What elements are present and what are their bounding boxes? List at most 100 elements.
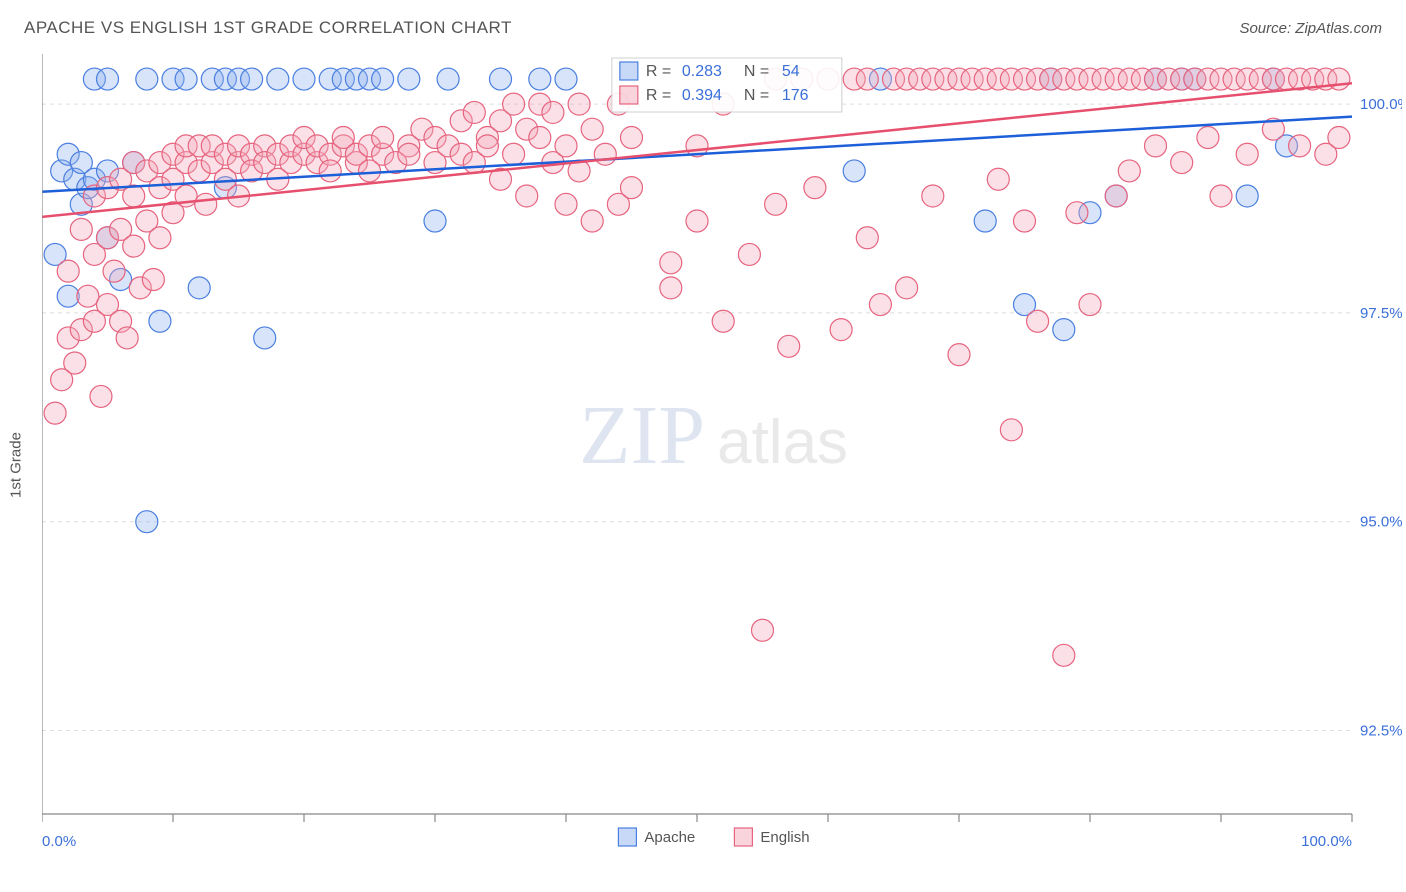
- data-point: [922, 185, 944, 207]
- y-tick-label: 92.5%: [1360, 722, 1402, 739]
- data-point: [1118, 160, 1140, 182]
- data-point: [1210, 185, 1232, 207]
- data-point: [463, 101, 485, 123]
- data-point: [490, 68, 512, 90]
- data-point: [44, 402, 66, 424]
- watermark: ZIP: [579, 389, 705, 482]
- data-point: [1145, 135, 1167, 157]
- data-point: [97, 68, 119, 90]
- data-point: [555, 68, 577, 90]
- data-point: [188, 277, 210, 299]
- data-point: [123, 235, 145, 257]
- x-min-label: 0.0%: [42, 833, 76, 850]
- watermark: atlas: [717, 408, 848, 477]
- legend-r-value: 0.394: [682, 87, 722, 104]
- data-point: [1105, 185, 1127, 207]
- data-point: [195, 193, 217, 215]
- data-point: [149, 310, 171, 332]
- data-point: [424, 210, 446, 232]
- data-point: [123, 185, 145, 207]
- y-tick-label: 95.0%: [1360, 514, 1402, 531]
- data-point: [621, 127, 643, 149]
- data-point: [116, 327, 138, 349]
- data-point: [175, 68, 197, 90]
- data-point: [712, 310, 734, 332]
- data-point: [948, 344, 970, 366]
- data-point: [136, 68, 158, 90]
- data-point: [660, 252, 682, 274]
- data-point: [103, 260, 125, 282]
- data-point: [778, 335, 800, 357]
- x-max-label: 100.0%: [1301, 833, 1352, 850]
- chart-source: Source: ZipAtlas.com: [1239, 20, 1382, 37]
- data-point: [752, 619, 774, 641]
- data-point: [372, 68, 394, 90]
- data-point: [254, 327, 276, 349]
- data-point: [1236, 143, 1258, 165]
- data-point: [516, 185, 538, 207]
- data-point: [660, 277, 682, 299]
- legend-n-label: N =: [744, 63, 769, 80]
- legend-swatch: [620, 86, 638, 104]
- data-point: [1197, 127, 1219, 149]
- data-point: [621, 177, 643, 199]
- legend-r-label: R =: [646, 87, 671, 104]
- data-point: [830, 319, 852, 341]
- data-point: [70, 218, 92, 240]
- data-point: [319, 160, 341, 182]
- data-point: [804, 177, 826, 199]
- chart-title: APACHE VS ENGLISH 1ST GRADE CORRELATION …: [24, 18, 512, 38]
- data-point: [594, 143, 616, 165]
- data-point: [974, 210, 996, 232]
- data-point: [555, 135, 577, 157]
- legend-n-label: N =: [744, 87, 769, 104]
- data-point: [542, 101, 564, 123]
- legend-n-value: 54: [782, 63, 800, 80]
- data-point: [686, 210, 708, 232]
- y-axis-label: 1st Grade: [8, 432, 25, 498]
- data-point: [856, 68, 878, 90]
- data-point: [529, 68, 551, 90]
- y-tick-label: 100.0%: [1360, 96, 1402, 113]
- chart-header: APACHE VS ENGLISH 1ST GRADE CORRELATION …: [0, 0, 1406, 48]
- data-point: [529, 127, 551, 149]
- data-point: [765, 193, 787, 215]
- data-point: [1053, 319, 1075, 341]
- data-point: [843, 160, 865, 182]
- data-point: [1014, 210, 1036, 232]
- data-point: [738, 243, 760, 265]
- data-point: [437, 68, 459, 90]
- data-point: [1171, 152, 1193, 174]
- bottom-legend-swatch: [618, 828, 636, 846]
- data-point: [1066, 202, 1088, 224]
- scatter-chart: 92.5% 95.0% 97.5% 100.0% ZIPatlas 0.0% 100.0% R…: [42, 54, 1402, 876]
- data-point: [142, 268, 164, 290]
- data-point: [136, 511, 158, 533]
- data-point: [476, 135, 498, 157]
- data-point: [372, 127, 394, 149]
- data-point: [64, 352, 86, 374]
- legend-swatch: [620, 62, 638, 80]
- data-point: [398, 143, 420, 165]
- data-point: [1027, 310, 1049, 332]
- data-point: [503, 143, 525, 165]
- data-point: [581, 210, 603, 232]
- data-point: [267, 68, 289, 90]
- legend-n-value: 176: [782, 87, 809, 104]
- data-point: [1289, 135, 1311, 157]
- bottom-legend-label: Apache: [644, 829, 695, 846]
- legend-r-label: R =: [646, 63, 671, 80]
- data-point: [1000, 419, 1022, 441]
- data-point: [77, 285, 99, 307]
- bottom-legend-swatch: [734, 828, 752, 846]
- data-point: [568, 93, 590, 115]
- y-tick-label: 97.5%: [1360, 305, 1402, 322]
- data-point: [1328, 68, 1350, 90]
- data-point: [1079, 294, 1101, 316]
- data-point: [856, 227, 878, 249]
- data-point: [149, 227, 171, 249]
- data-point: [1053, 644, 1075, 666]
- data-point: [1236, 185, 1258, 207]
- data-point: [896, 277, 918, 299]
- data-point: [555, 193, 577, 215]
